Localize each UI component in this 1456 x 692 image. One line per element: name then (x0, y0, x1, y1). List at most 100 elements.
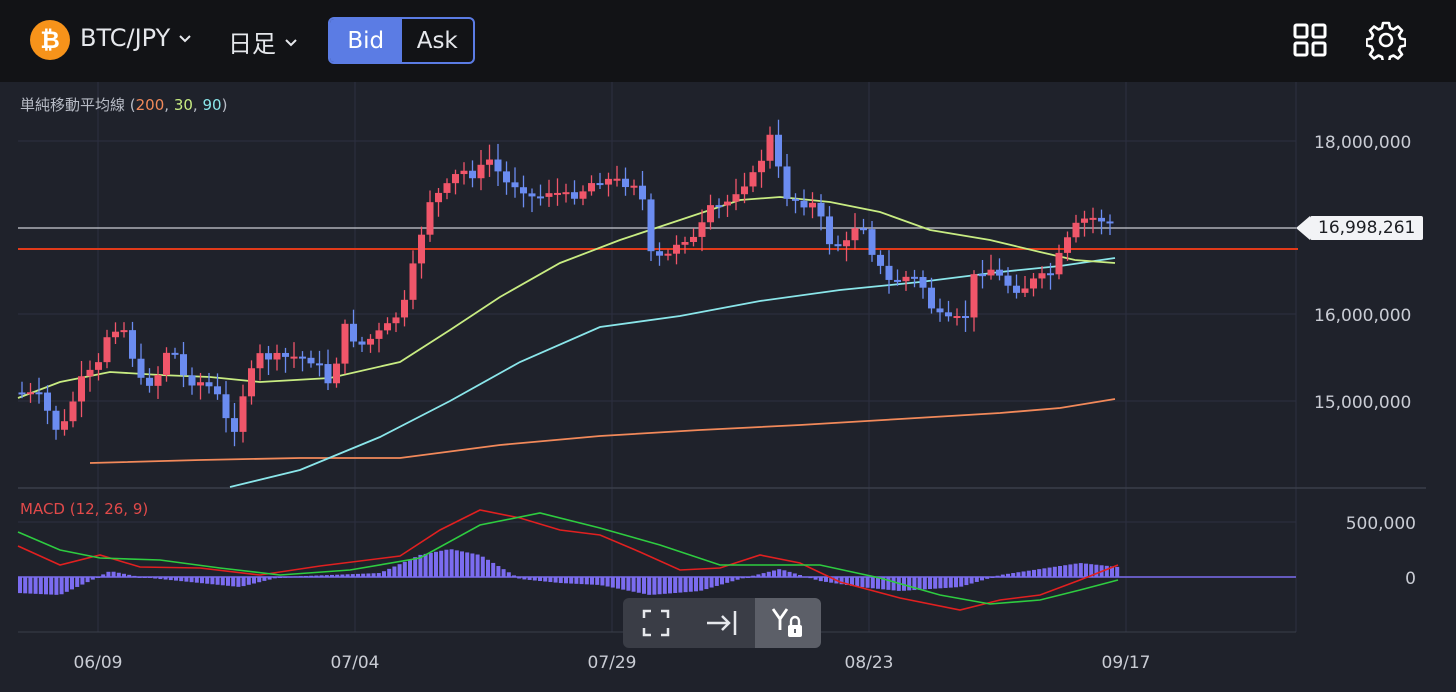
sma90-param: 90 (202, 96, 222, 114)
bid-ask-toggle[interactable]: Bid Ask (328, 17, 475, 64)
y-axis-lock-button[interactable] (755, 598, 821, 648)
candle-body (766, 134, 774, 161)
macd-histogram-bar (579, 577, 584, 585)
macd-histogram-bar (392, 566, 397, 577)
candle-body (749, 172, 757, 187)
candle-body (741, 186, 748, 195)
macd-histogram-bar (59, 577, 64, 595)
macd-histogram-bar (158, 577, 163, 580)
timeframe-selector[interactable]: 日足 (228, 24, 298, 59)
macd-histogram-bar (569, 577, 574, 584)
macd-histogram-bar (694, 577, 698, 592)
macd-histogram-bar (829, 577, 834, 583)
macd-histogram-bar (33, 577, 38, 594)
candle-body (248, 368, 255, 397)
macd-histogram-bar (1000, 574, 1005, 577)
macd-histogram-bar (194, 577, 199, 583)
macd-histogram-bar (475, 554, 480, 577)
macd-histogram-bar (241, 577, 246, 587)
macd-histogram-bar (496, 566, 501, 577)
macd-histogram-bar (1016, 572, 1021, 577)
candle-body (426, 202, 434, 235)
macd-histogram-bar (548, 577, 553, 583)
macd-histogram-bar (969, 577, 974, 584)
candle-body (137, 358, 145, 378)
candle-body (545, 193, 553, 197)
macd-histogram-bar (907, 577, 912, 591)
scroll-to-latest-icon (707, 611, 737, 635)
macd-histogram-bar (215, 577, 220, 585)
macd-histogram-bar (491, 562, 496, 577)
candle-body (758, 160, 765, 173)
candle-body (996, 269, 1003, 276)
macd-histogram-bar (714, 577, 719, 586)
macd-histogram-bar (850, 577, 854, 586)
macd-histogram-bar (886, 577, 891, 590)
axis-labels: 18,000,000 16,000,000 15,000,000 500,000 0 06… (74, 133, 1417, 673)
pair-selector[interactable]: BTC/JPY (80, 24, 192, 52)
macd-tick-label: 500,000 (1346, 514, 1416, 534)
candle-body (554, 192, 561, 195)
candle-body (494, 159, 502, 172)
macd-histogram-bar (179, 577, 184, 582)
macd-histogram-bar (423, 553, 428, 577)
macd-histogram-bar (486, 559, 490, 577)
bid-button[interactable]: Bid (330, 19, 402, 62)
macd-histogram-bar (90, 577, 95, 580)
candle-body (987, 269, 995, 276)
macd-histogram-bar (1006, 573, 1010, 577)
fit-screen-button[interactable] (623, 598, 689, 648)
candle-body (163, 352, 170, 376)
candle-body (911, 276, 918, 279)
candle-body (307, 357, 315, 364)
macd-histogram-bar (434, 551, 438, 577)
macd-histogram-bar (345, 574, 350, 577)
macd-histogram-bar (470, 553, 475, 577)
layout-grid-icon[interactable] (1292, 22, 1328, 58)
sma30-param: 30 (173, 96, 193, 114)
candle-body (333, 363, 340, 384)
macd-histogram-bar (517, 577, 522, 579)
candle-body (1072, 222, 1080, 238)
macd-histogram-bar (54, 577, 59, 595)
candle-body (588, 183, 595, 192)
macd-histogram-bar (584, 577, 589, 585)
macd-histogram-bar (818, 577, 823, 582)
macd-histogram-bar (454, 550, 459, 577)
macd-histogram-bar (184, 577, 189, 582)
ask-button[interactable]: Ask (416, 27, 458, 54)
price-chart[interactable]: 18,000,000 16,000,000 15,000,000 500,000 0 06… (0, 82, 1456, 692)
macd-histogram-bar (262, 577, 267, 581)
macd-histogram-bar (652, 577, 657, 595)
macd-histogram-bar (75, 577, 80, 587)
date-tick-label: 07/04 (331, 653, 380, 673)
macd-histogram-bar (616, 577, 620, 589)
macd-histogram-bar (735, 577, 740, 580)
macd-histogram-bar (964, 577, 969, 586)
candle-body (316, 363, 323, 366)
candle-body (358, 341, 366, 345)
candle-body (613, 178, 621, 181)
macd-histogram-bar (174, 577, 178, 581)
price-tick-label: 16,000,000 (1314, 306, 1411, 326)
macd-histogram-bar (506, 572, 511, 577)
macd-histogram-bar (891, 577, 896, 591)
macd-histogram-bar (876, 577, 880, 589)
macd-histogram-bar (855, 577, 860, 587)
candle-body (698, 222, 706, 237)
macd-histogram-bar (928, 577, 932, 589)
macd-histogram-bar (600, 577, 605, 586)
settings-gear-icon[interactable] (1366, 20, 1406, 60)
macd-histogram-bar (1042, 568, 1047, 577)
chart-toolbar (623, 598, 821, 648)
date-tick-label: 06/09 (74, 653, 123, 673)
macd-histogram-bar (460, 551, 464, 577)
candle-body (146, 377, 153, 386)
macd-histogram-bar (205, 577, 210, 584)
macd-histogram-bar (766, 571, 771, 577)
macd-histogram-bar (1073, 563, 1078, 577)
candle-body (1021, 288, 1029, 293)
candle-body (341, 323, 349, 364)
macd-histogram-bar (153, 577, 158, 579)
scroll-to-latest-button[interactable] (689, 598, 755, 648)
